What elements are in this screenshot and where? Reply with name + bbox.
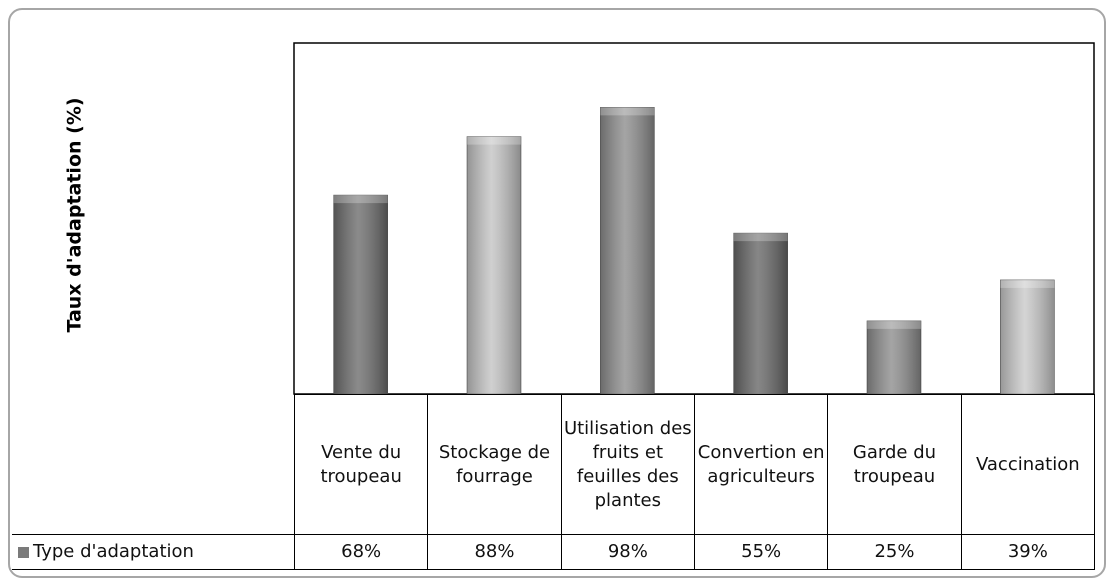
value-cell: 25% bbox=[827, 534, 962, 570]
legend-label: Type d'adaptation bbox=[33, 541, 194, 562]
value-cell-text: 98% bbox=[607, 541, 648, 562]
category-cell-text: Vente du troupeau bbox=[320, 441, 402, 487]
category-cell: Stockage de fourrage bbox=[427, 394, 562, 535]
category-cell-text: Vaccination bbox=[975, 453, 1080, 475]
category-cell: Convertion en agriculteurs bbox=[694, 394, 829, 535]
value-cell-text: 55% bbox=[741, 541, 782, 562]
category-cell: Garde du troupeau bbox=[827, 394, 962, 535]
value-cell: 55% bbox=[694, 534, 829, 570]
value-cell: 68% bbox=[294, 534, 429, 570]
bar bbox=[466, 136, 522, 395]
category-cell-text: Garde du troupeau bbox=[852, 441, 937, 487]
bar-cap bbox=[333, 195, 388, 204]
plot-area bbox=[293, 42, 1095, 395]
bar-cap bbox=[733, 233, 788, 242]
category-cell-text: Stockage de fourrage bbox=[438, 441, 551, 487]
legend-key bbox=[18, 546, 29, 558]
category-cell: Vente du troupeau bbox=[294, 394, 429, 535]
category-cell-text: Utilisation des fruits et feuilles des p… bbox=[563, 417, 692, 511]
value-cell-text: 25% bbox=[874, 541, 915, 562]
bar bbox=[733, 232, 788, 395]
bar bbox=[333, 194, 388, 395]
bar bbox=[866, 320, 922, 395]
value-cell-text: 39% bbox=[1007, 541, 1048, 562]
bar bbox=[1000, 279, 1055, 395]
category-cell: Vaccination bbox=[960, 394, 1095, 535]
value-cell: 98% bbox=[560, 534, 695, 570]
value-cell-text: 68% bbox=[341, 541, 382, 562]
legend-cell: Type d'adaptation bbox=[12, 534, 295, 570]
category-cell-text: Convertion en agriculteurs bbox=[697, 441, 825, 487]
bar-cap bbox=[600, 107, 655, 116]
y-axis-label: Taux d'adaptation (%) bbox=[64, 97, 86, 332]
bar-cap bbox=[867, 320, 921, 329]
value-cell: 88% bbox=[427, 534, 562, 570]
bar-cap bbox=[1000, 279, 1055, 288]
value-cell-text: 88% bbox=[474, 541, 515, 562]
bar bbox=[600, 107, 655, 395]
bar-cap bbox=[467, 136, 521, 145]
value-cell: 39% bbox=[960, 534, 1095, 570]
chart-frame bbox=[8, 8, 1106, 578]
category-cell: Utilisation des fruits et feuilles des p… bbox=[560, 394, 695, 535]
